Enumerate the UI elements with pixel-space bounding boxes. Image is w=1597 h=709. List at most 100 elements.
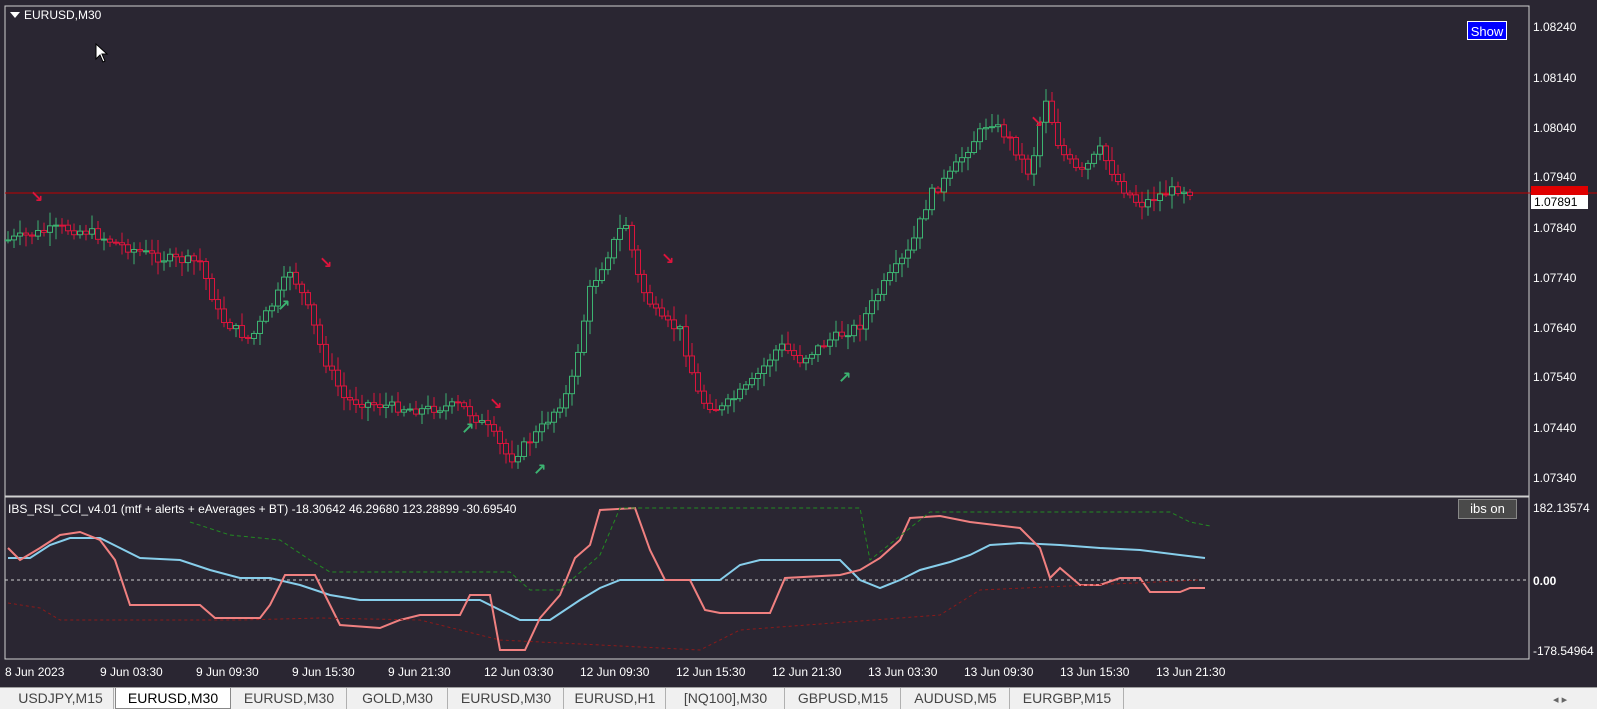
- candle-body: [59, 224, 65, 227]
- candle-body: [1097, 145, 1103, 155]
- chart-window[interactable]: ↘ ↘ ↘ ↘ ↘ ↗ ↗ ↗ ↗ 1.08240 1.08140 1.08040 1.0794…: [0, 0, 1597, 687]
- sell-arrow-icon: ↘: [319, 253, 332, 272]
- tab-usdjpy-m15[interactable]: USDJPY,M15: [8, 688, 114, 709]
- candle-body: [113, 241, 119, 244]
- candle-body: [1139, 201, 1145, 208]
- candle-body: [893, 263, 899, 274]
- price-label: 1.07540: [1533, 370, 1577, 384]
- candle-body: [491, 424, 497, 432]
- candle-body: [1043, 100, 1049, 123]
- candle-body: [725, 398, 731, 407]
- candle-body: [215, 299, 221, 310]
- price-axis: 1.08240 1.08140 1.08040 1.07940 1.07840 …: [1533, 20, 1577, 485]
- buy-arrow-icon: ↗: [461, 419, 474, 438]
- candle-body: [65, 224, 71, 232]
- candle-body: [1061, 145, 1067, 156]
- price-label: 1.08040: [1533, 121, 1577, 135]
- candle-body: [149, 250, 155, 254]
- tab-eurusd-h1[interactable]: EURUSD,H1: [565, 688, 666, 709]
- candle-body: [131, 249, 137, 253]
- buy-arrow-icon: ↗: [533, 460, 546, 479]
- candle-body: [677, 326, 683, 330]
- candle-body: [1187, 191, 1193, 197]
- indicator-series-line: [189, 507, 1211, 591]
- tab-eurusd-m30-2[interactable]: EURUSD,M30: [449, 688, 564, 709]
- candle-body: [1049, 100, 1055, 124]
- time-label: 12 Jun 03:30: [484, 665, 554, 679]
- candle-body: [791, 350, 797, 356]
- candle-body: [653, 303, 659, 309]
- candle-body: [95, 228, 101, 240]
- candle-body: [191, 255, 197, 262]
- candle-body: [623, 224, 629, 229]
- tab-eurgbp-m15[interactable]: EURGBP,M15: [1011, 688, 1124, 709]
- tab-gold-m30[interactable]: GOLD,M30: [348, 688, 448, 709]
- sell-arrow-icon: ↘: [489, 394, 502, 413]
- candle-body: [635, 249, 641, 275]
- candle-body: [209, 277, 215, 301]
- candle-body: [107, 238, 113, 243]
- tab-gbpusd-m15[interactable]: GBPUSD,M15: [786, 688, 901, 709]
- candle-body: [1157, 193, 1163, 202]
- candle-body: [1013, 136, 1019, 156]
- candle-body: [659, 307, 665, 317]
- candle-body: [11, 235, 17, 241]
- candle-body: [797, 354, 803, 364]
- candle-body: [401, 409, 407, 413]
- candlestick-series: [5, 89, 1193, 469]
- candle-body: [317, 324, 323, 345]
- ibs-on-button[interactable]: ibs on: [1458, 499, 1517, 519]
- candle-body: [587, 285, 593, 322]
- candle-body: [353, 399, 359, 405]
- candle-body: [761, 365, 767, 374]
- candle-body: [1055, 122, 1061, 147]
- indicator-panel-border: [4, 496, 1530, 660]
- show-button[interactable]: Show: [1467, 21, 1507, 40]
- candle-body: [47, 225, 53, 233]
- candle-body: [683, 326, 689, 357]
- candle-body: [173, 253, 179, 258]
- candle-body: [485, 420, 491, 426]
- candle-body: [257, 320, 263, 334]
- candle-body: [935, 187, 941, 193]
- candle-body: [365, 402, 371, 408]
- candle-body: [899, 257, 905, 265]
- candle-body: [389, 401, 395, 406]
- candle-body: [143, 250, 149, 253]
- price-label: 1.07340: [1533, 471, 1577, 485]
- time-axis: 8 Jun 2023 9 Jun 03:30 9 Jun 09:30 9 Jun…: [5, 665, 1226, 679]
- candle-body: [161, 260, 167, 263]
- candle-body: [821, 345, 827, 348]
- candle-body: [233, 325, 239, 330]
- scroll-arrows-icon[interactable]: ◂ ▸: [1553, 694, 1568, 706]
- candle-body: [311, 304, 317, 326]
- candle-body: [473, 415, 479, 423]
- ask-price-marker: [1531, 186, 1588, 196]
- tab-audusd-m5[interactable]: AUDUSD,M5: [902, 688, 1010, 709]
- candle-body: [299, 283, 305, 294]
- candle-body: [833, 331, 839, 341]
- candle-body: [755, 372, 761, 379]
- tab-eurusd-m30[interactable]: EURUSD,M30: [232, 688, 347, 709]
- candle-body: [227, 322, 233, 330]
- candle-body: [41, 229, 47, 233]
- candle-body: [965, 151, 971, 159]
- indicator-series-line: [7, 579, 1201, 651]
- candle-body: [1163, 193, 1169, 196]
- triangle-down-icon[interactable]: [10, 12, 20, 18]
- candle-body: [335, 369, 341, 387]
- candle-body: [437, 410, 443, 413]
- candle-body: [275, 289, 281, 307]
- chart-title[interactable]: EURUSD,M30: [10, 8, 101, 22]
- tab-nq100-m30[interactable]: [NQ100],M30: [667, 688, 785, 709]
- candle-body: [521, 441, 527, 457]
- sell-arrow-icon: ↘: [30, 187, 43, 206]
- candle-body: [809, 354, 815, 359]
- candle-body: [911, 237, 917, 251]
- candle-body: [857, 324, 863, 330]
- tab-eurusd-m30-active[interactable]: EURUSD,M30: [115, 688, 231, 709]
- candle-body: [509, 453, 515, 463]
- candle-body: [641, 273, 647, 294]
- candle-body: [1133, 194, 1139, 203]
- chart-canvas[interactable]: ↘ ↘ ↘ ↘ ↘ ↗ ↗ ↗ ↗ 1.08240 1.08140 1.08040 1.0794…: [0, 0, 1597, 687]
